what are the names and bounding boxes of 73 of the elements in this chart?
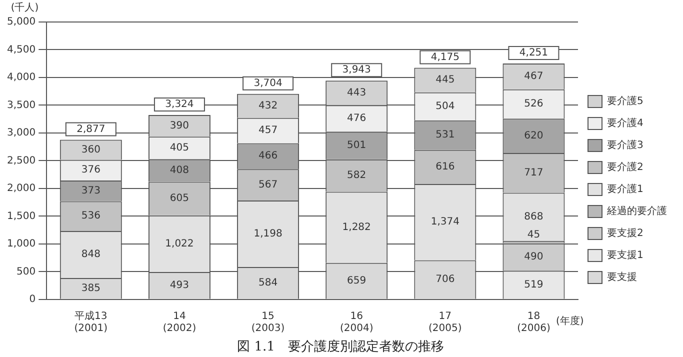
data-label: 536 xyxy=(81,210,100,222)
data-label: 616 xyxy=(436,162,455,173)
data-label: 405 xyxy=(170,142,190,154)
data-label: 501 xyxy=(347,140,366,152)
data-label: 432 xyxy=(258,100,278,112)
data-label: 390 xyxy=(170,120,190,132)
data-label: 445 xyxy=(436,74,455,86)
data-label: 1,022 xyxy=(165,238,194,250)
data-label: 360 xyxy=(81,144,100,156)
data-label: 526 xyxy=(524,98,544,110)
y-tick-label: 500 xyxy=(16,266,36,278)
y-tick-label: 0 xyxy=(29,294,36,305)
data-label: 457 xyxy=(258,125,278,136)
legend-label: 要介護4 xyxy=(607,117,644,130)
data-label: 467 xyxy=(524,71,544,82)
x-tick-label: 16 (2004) xyxy=(340,310,374,334)
y-tick-label: 4,500 xyxy=(6,44,36,56)
y-tick-label: 4,000 xyxy=(6,72,36,84)
y-tick-label: 3,500 xyxy=(6,100,36,111)
legend-label: 要介護2 xyxy=(607,161,644,174)
data-label: 476 xyxy=(347,113,366,124)
legend-label: 要支援1 xyxy=(607,249,644,262)
data-label: 490 xyxy=(524,252,544,263)
data-label: 466 xyxy=(258,150,278,162)
x-tick-label: 17 (2005) xyxy=(428,310,462,334)
y-tick-label: 1,500 xyxy=(6,210,36,222)
data-label: 373 xyxy=(81,186,100,197)
y-tick-label: 5,000 xyxy=(6,16,36,28)
x-tick-label: 平成13 (2001) xyxy=(74,310,108,334)
data-label: 620 xyxy=(524,130,544,142)
legend-label: 要介護5 xyxy=(607,95,644,108)
data-label: 519 xyxy=(524,279,544,290)
data-label: 443 xyxy=(347,88,366,99)
data-label: 567 xyxy=(258,179,278,190)
data-label: 45 xyxy=(527,230,540,241)
y-tick-label: 1,000 xyxy=(6,238,36,250)
data-label: 493 xyxy=(170,280,190,292)
legend-label: 要支援 xyxy=(607,271,637,284)
total-label: 3,704 xyxy=(254,78,282,89)
data-label: 584 xyxy=(258,278,278,289)
y-tick-label: 2,500 xyxy=(6,155,36,166)
x-tick-label: 15 (2003) xyxy=(251,310,285,334)
y-tick-label: 3,000 xyxy=(6,128,36,139)
data-label: 504 xyxy=(436,100,455,112)
total-label: 3,943 xyxy=(342,64,371,76)
data-label: 659 xyxy=(347,275,366,286)
data-label: 408 xyxy=(170,165,190,176)
legend-label: 経過的要介護 xyxy=(606,205,667,218)
data-label: 1,198 xyxy=(254,228,282,240)
x-tick-label: 18 (2006) xyxy=(517,310,550,334)
data-label: 868 xyxy=(524,211,544,222)
data-label: 385 xyxy=(81,283,100,294)
data-label: 848 xyxy=(81,249,100,260)
y-tick-label: 2,000 xyxy=(6,183,36,194)
data-label: 531 xyxy=(436,130,455,141)
total-label: 2,877 xyxy=(76,124,106,135)
legend-label: 要介護3 xyxy=(607,139,644,152)
data-label: 1,282 xyxy=(342,222,371,233)
data-label: 717 xyxy=(524,167,544,178)
data-label: 376 xyxy=(81,164,100,176)
total-label: 3,324 xyxy=(165,99,194,110)
x-axis-title: (年度) xyxy=(556,314,584,327)
total-label: 4,251 xyxy=(519,48,548,59)
text: 図 1.1 要介護度別認定者数の推移 xyxy=(237,338,444,355)
data-label: 706 xyxy=(436,274,455,286)
legend-label: 要支援2 xyxy=(607,227,644,240)
data-label: 605 xyxy=(170,193,190,204)
legend-label: 要介護1 xyxy=(607,183,644,196)
total-label: 4,175 xyxy=(430,52,460,63)
y-axis-title: (千人) xyxy=(10,2,39,14)
data-label: 582 xyxy=(347,170,366,182)
data-label: 1,374 xyxy=(430,216,460,228)
x-tick-label: 14 (2002) xyxy=(162,310,196,334)
